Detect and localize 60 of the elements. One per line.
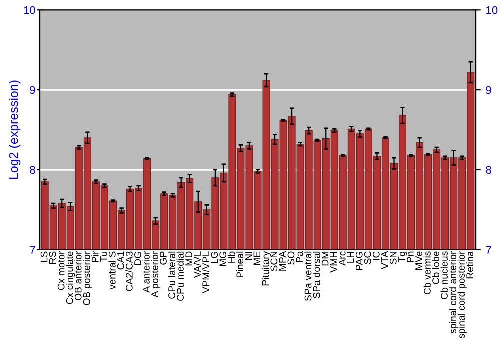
- x-tick-label: Arc: [338, 252, 346, 266]
- x-tick-label: SCN: [270, 252, 278, 272]
- x-tick-label: MVe: [416, 252, 422, 270]
- x-tick-label: LG: [211, 252, 218, 264]
- x-tick-label: SC: [364, 252, 372, 264]
- x-tick-label: SN: [390, 252, 397, 264]
- x-tick-label: DG: [134, 252, 142, 266]
- x-tick-label: Cb nucleus: [440, 252, 448, 300]
- x-tick-label: Pa: [296, 251, 304, 262]
- x-tick-label: Cb vermis: [424, 252, 431, 295]
- x-tick-label: OB anterior: [74, 251, 82, 301]
- x-tick-label: LH: [347, 252, 354, 263]
- x-tick-label: spinal cord anterior: [449, 251, 458, 334]
- x-tick-label: SPa dorsal: [313, 252, 320, 298]
- x-tick-label: CPu lateral: [168, 252, 176, 299]
- y-tick-label: 7: [30, 246, 36, 254]
- x-tick-label: Pineal: [236, 252, 244, 278]
- x-tick-label: Pn: [407, 252, 414, 262]
- x-tick-label: VA/VL: [194, 252, 201, 278]
- y2-tick-label: 8: [486, 166, 492, 174]
- x-tick-label: Pir: [92, 251, 99, 262]
- x-tick-label: GP: [160, 252, 167, 265]
- y2-tick-label: 7: [486, 246, 492, 254]
- x-tick-label: RS: [49, 252, 56, 264]
- x-tick-label: ME: [254, 252, 261, 266]
- y-axis-title: Log2 (expression): [9, 80, 21, 180]
- x-tick-label: DM: [322, 252, 329, 266]
- y-tick-label: 9: [30, 86, 36, 94]
- x-tick-label: NI: [245, 252, 252, 260]
- x-tick-label: Cx cingulate: [66, 252, 76, 304]
- x-tick-label: CA2/CA3: [126, 252, 133, 292]
- y2-tick-label: 9: [486, 86, 492, 94]
- x-tick-label: Tu: [100, 252, 108, 262]
- x-tick-label: ventral S: [108, 252, 116, 290]
- x-tick-label: CPu medial: [176, 252, 184, 302]
- x-tick-label: IC: [372, 252, 380, 260]
- x-tick-label: VTA: [382, 251, 388, 270]
- x-tick-label: A anterior: [142, 251, 150, 293]
- y-tick-label: 10: [24, 6, 36, 14]
- x-tick-label: MG: [220, 252, 227, 266]
- x-tick-label: SPa ventral: [304, 252, 312, 302]
- x-tick-label: Pituitary: [262, 251, 272, 286]
- x-tick-label: OB posterior: [83, 251, 92, 306]
- x-tick-label: A posterior: [151, 251, 160, 298]
- y2-tick-label: 10: [486, 6, 498, 14]
- x-tick-label: SO: [288, 252, 295, 265]
- x-tick-label: MPA: [279, 251, 286, 271]
- x-tick-label: Cb lobe: [432, 252, 440, 284]
- x-tick-label: Tg: [398, 252, 408, 262]
- x-tick-label: MD: [186, 252, 192, 266]
- x-tick-label: PAG: [356, 252, 363, 270]
- x-tick-label: VMH: [330, 252, 338, 273]
- x-tick-label: Retina: [466, 251, 474, 279]
- x-tick-label: Cx motor: [58, 251, 65, 290]
- x-tick-label: Hb: [228, 252, 236, 263]
- x-tick-label: VPM/VPL: [202, 252, 210, 294]
- y-tick-label: 8: [30, 166, 36, 174]
- x-tick-label: LS: [40, 252, 48, 262]
- x-tick-label: spinal cord posterior: [458, 251, 467, 339]
- x-tick-label: CA1: [117, 252, 124, 270]
